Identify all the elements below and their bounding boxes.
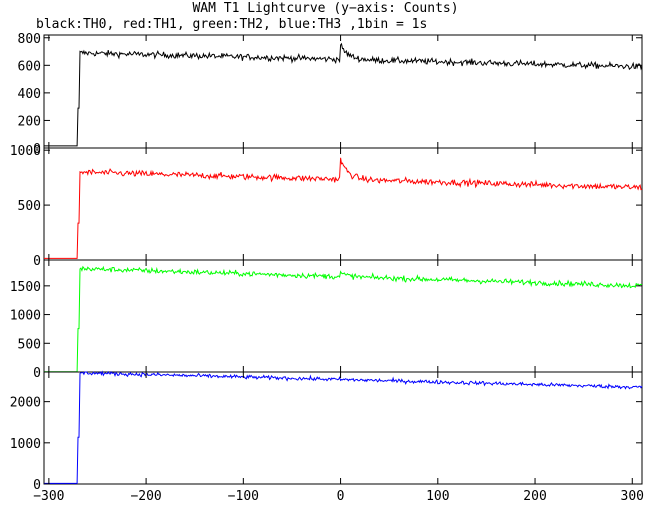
x-tick-label: 0 bbox=[337, 489, 345, 504]
panel-frame bbox=[43, 371, 643, 485]
y-tick-label: 800 bbox=[18, 32, 41, 47]
y-tick-label: 1000 bbox=[10, 437, 41, 452]
y-tick-label: 600 bbox=[18, 59, 41, 74]
y-tick-label: 0 bbox=[33, 366, 41, 381]
x-tick-label: 200 bbox=[523, 489, 546, 504]
panel-4: 0 1000 2000 −300 −200 −100 0 100 200 300 bbox=[10, 370, 644, 504]
panel-1: 0 200 400 600 800 bbox=[18, 32, 643, 157]
y-tick-label: 1000 bbox=[10, 144, 41, 159]
panel-frame bbox=[43, 34, 643, 149]
panel-2: 0 500 1000 bbox=[10, 144, 643, 269]
series-line-th1 bbox=[44, 157, 643, 259]
panel-frame bbox=[43, 259, 643, 373]
x-tick-label: −100 bbox=[228, 489, 259, 504]
chart-title: WAM T1 Lightcurve (y−axis: Counts) bbox=[192, 1, 459, 16]
y-tick-label: 1000 bbox=[10, 309, 41, 324]
y-tick-label: 500 bbox=[18, 199, 41, 214]
y-tick-label: 1500 bbox=[10, 280, 41, 295]
panel-3: 0 500 1000 1500 bbox=[10, 259, 643, 381]
y-tick-label: 400 bbox=[18, 87, 41, 102]
series-line-th0 bbox=[44, 42, 643, 147]
series-line-th2 bbox=[44, 265, 643, 373]
y-tick-label: 0 bbox=[33, 254, 41, 269]
x-tick-label: −200 bbox=[130, 489, 161, 504]
y-tick-label: 0 bbox=[33, 142, 41, 157]
x-tick-label: 100 bbox=[426, 489, 449, 504]
series-line-th3 bbox=[44, 370, 643, 484]
y-tick-label: 2000 bbox=[10, 396, 41, 411]
y-tick-label: 500 bbox=[18, 337, 41, 352]
x-tick-label: 300 bbox=[621, 489, 644, 504]
x-tick-label: −300 bbox=[33, 489, 64, 504]
y-tick-label: 0 bbox=[33, 478, 41, 493]
y-tick-label: 200 bbox=[18, 114, 41, 129]
chart-subtitle: black:TH0, red:TH1, green:TH2, blue:TH3 … bbox=[36, 17, 428, 32]
